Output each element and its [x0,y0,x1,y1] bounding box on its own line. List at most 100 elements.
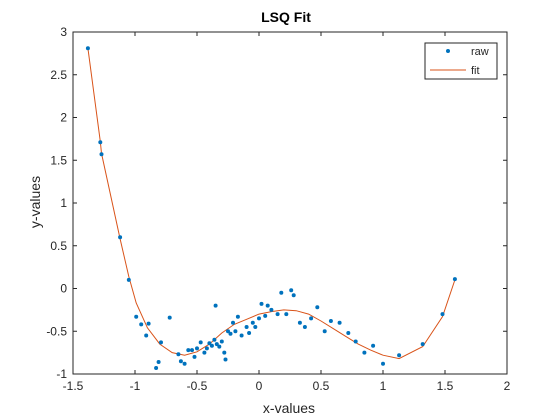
raw-point [289,288,294,293]
fit-line [87,48,456,360]
raw-point [257,316,261,321]
raw-point [222,350,227,355]
raw-point [139,322,144,327]
x-tick-label: 1.5 [437,379,454,393]
raw-point [204,346,209,351]
plot-area: -1.5 -1 -0.5 0 0.5 1 1.5 2 -1-0.500.511.522.53 [46,25,510,393]
raw-point [233,329,238,334]
x-tick-label: -1 [130,379,141,393]
raw-point [244,325,249,329]
raw-point [154,366,159,370]
raw-point [207,341,212,346]
raw-point [176,352,181,357]
legend: raw fit [424,42,498,80]
raw-point [209,343,214,348]
fit-series [87,48,456,360]
raw-point [420,342,425,347]
legend-box [424,42,498,80]
raw-point [231,320,235,325]
raw-point [279,290,284,295]
raw-point [182,361,187,366]
x-tick-label: 1 [380,379,387,393]
raw-point [178,359,183,364]
raw-point [98,140,103,145]
raw-point [381,361,385,366]
raw-point [186,348,191,353]
raw-point [291,293,296,298]
raw-point [250,320,255,325]
axes-box [72,31,508,375]
raw-point [235,314,240,319]
raw-point [353,339,358,344]
x-tick-label: 0 [256,379,263,393]
raw-point [159,340,163,345]
legend-raw-marker [446,49,450,53]
raw-point [219,339,224,344]
raw-point [284,312,289,317]
y-tick-label: 2.5 [50,68,67,82]
raw-point [337,320,342,325]
raw-point [144,333,149,338]
raw-series [85,46,457,370]
raw-point [397,353,402,358]
raw-point [440,312,445,317]
y-tick-label: 3 [60,25,67,39]
raw-point [371,343,376,348]
y-tick-label: 0 [60,282,67,296]
raw-point [212,337,217,342]
y-tick-label: 1 [60,196,67,210]
x-tick-label: 2 [504,379,511,393]
raw-point [223,357,228,362]
raw-point [195,346,199,351]
raw-point [322,329,327,334]
y-tick-label: 2 [60,111,67,125]
raw-point [239,333,244,338]
raw-point [190,348,194,353]
raw-point [167,315,172,320]
raw-point [226,329,230,334]
raw-point [328,319,333,323]
x-axis-label: x-values [263,400,315,416]
raw-point [275,312,280,317]
raw-point [217,344,222,349]
x-axis-ticks: -1.5 -1 -0.5 0 0.5 1 1.5 2 [63,32,511,393]
raw-point [263,313,268,318]
raw-point [134,314,139,319]
y-tick-label: 0.5 [50,239,67,253]
raw-point [126,277,131,282]
raw-point [214,342,219,347]
chart-title: LSQ Fit [261,9,311,25]
y-tick-label: -0.5 [46,324,67,338]
raw-point [269,307,274,312]
raw-point [118,235,123,240]
x-tick-label: -0.5 [187,379,208,393]
raw-point [253,325,258,329]
raw-point [247,331,252,335]
raw-point [156,360,161,364]
raw-point [346,331,351,335]
legend-raw-label: raw [471,46,489,58]
y-tick-label: 1.5 [50,153,67,167]
raw-point [259,301,264,306]
raw-point [452,277,457,282]
raw-point [146,321,151,326]
y-tick-label: -1 [56,367,67,381]
legend-fit-label: fit [471,65,480,77]
raw-point [213,303,218,308]
raw-point [228,331,233,336]
x-tick-label: -1.5 [63,379,84,393]
raw-point [198,340,203,345]
raw-point [85,46,90,51]
raw-point [265,303,270,308]
y-axis-label: y-values [27,176,43,228]
raw-point [99,152,104,157]
raw-point [362,350,367,355]
raw-point [309,316,314,321]
raw-point [302,325,307,329]
raw-point [202,350,207,355]
raw-point [192,354,197,359]
raw-point [315,305,320,310]
x-tick-label: 0.5 [313,379,330,393]
raw-point [297,320,302,325]
